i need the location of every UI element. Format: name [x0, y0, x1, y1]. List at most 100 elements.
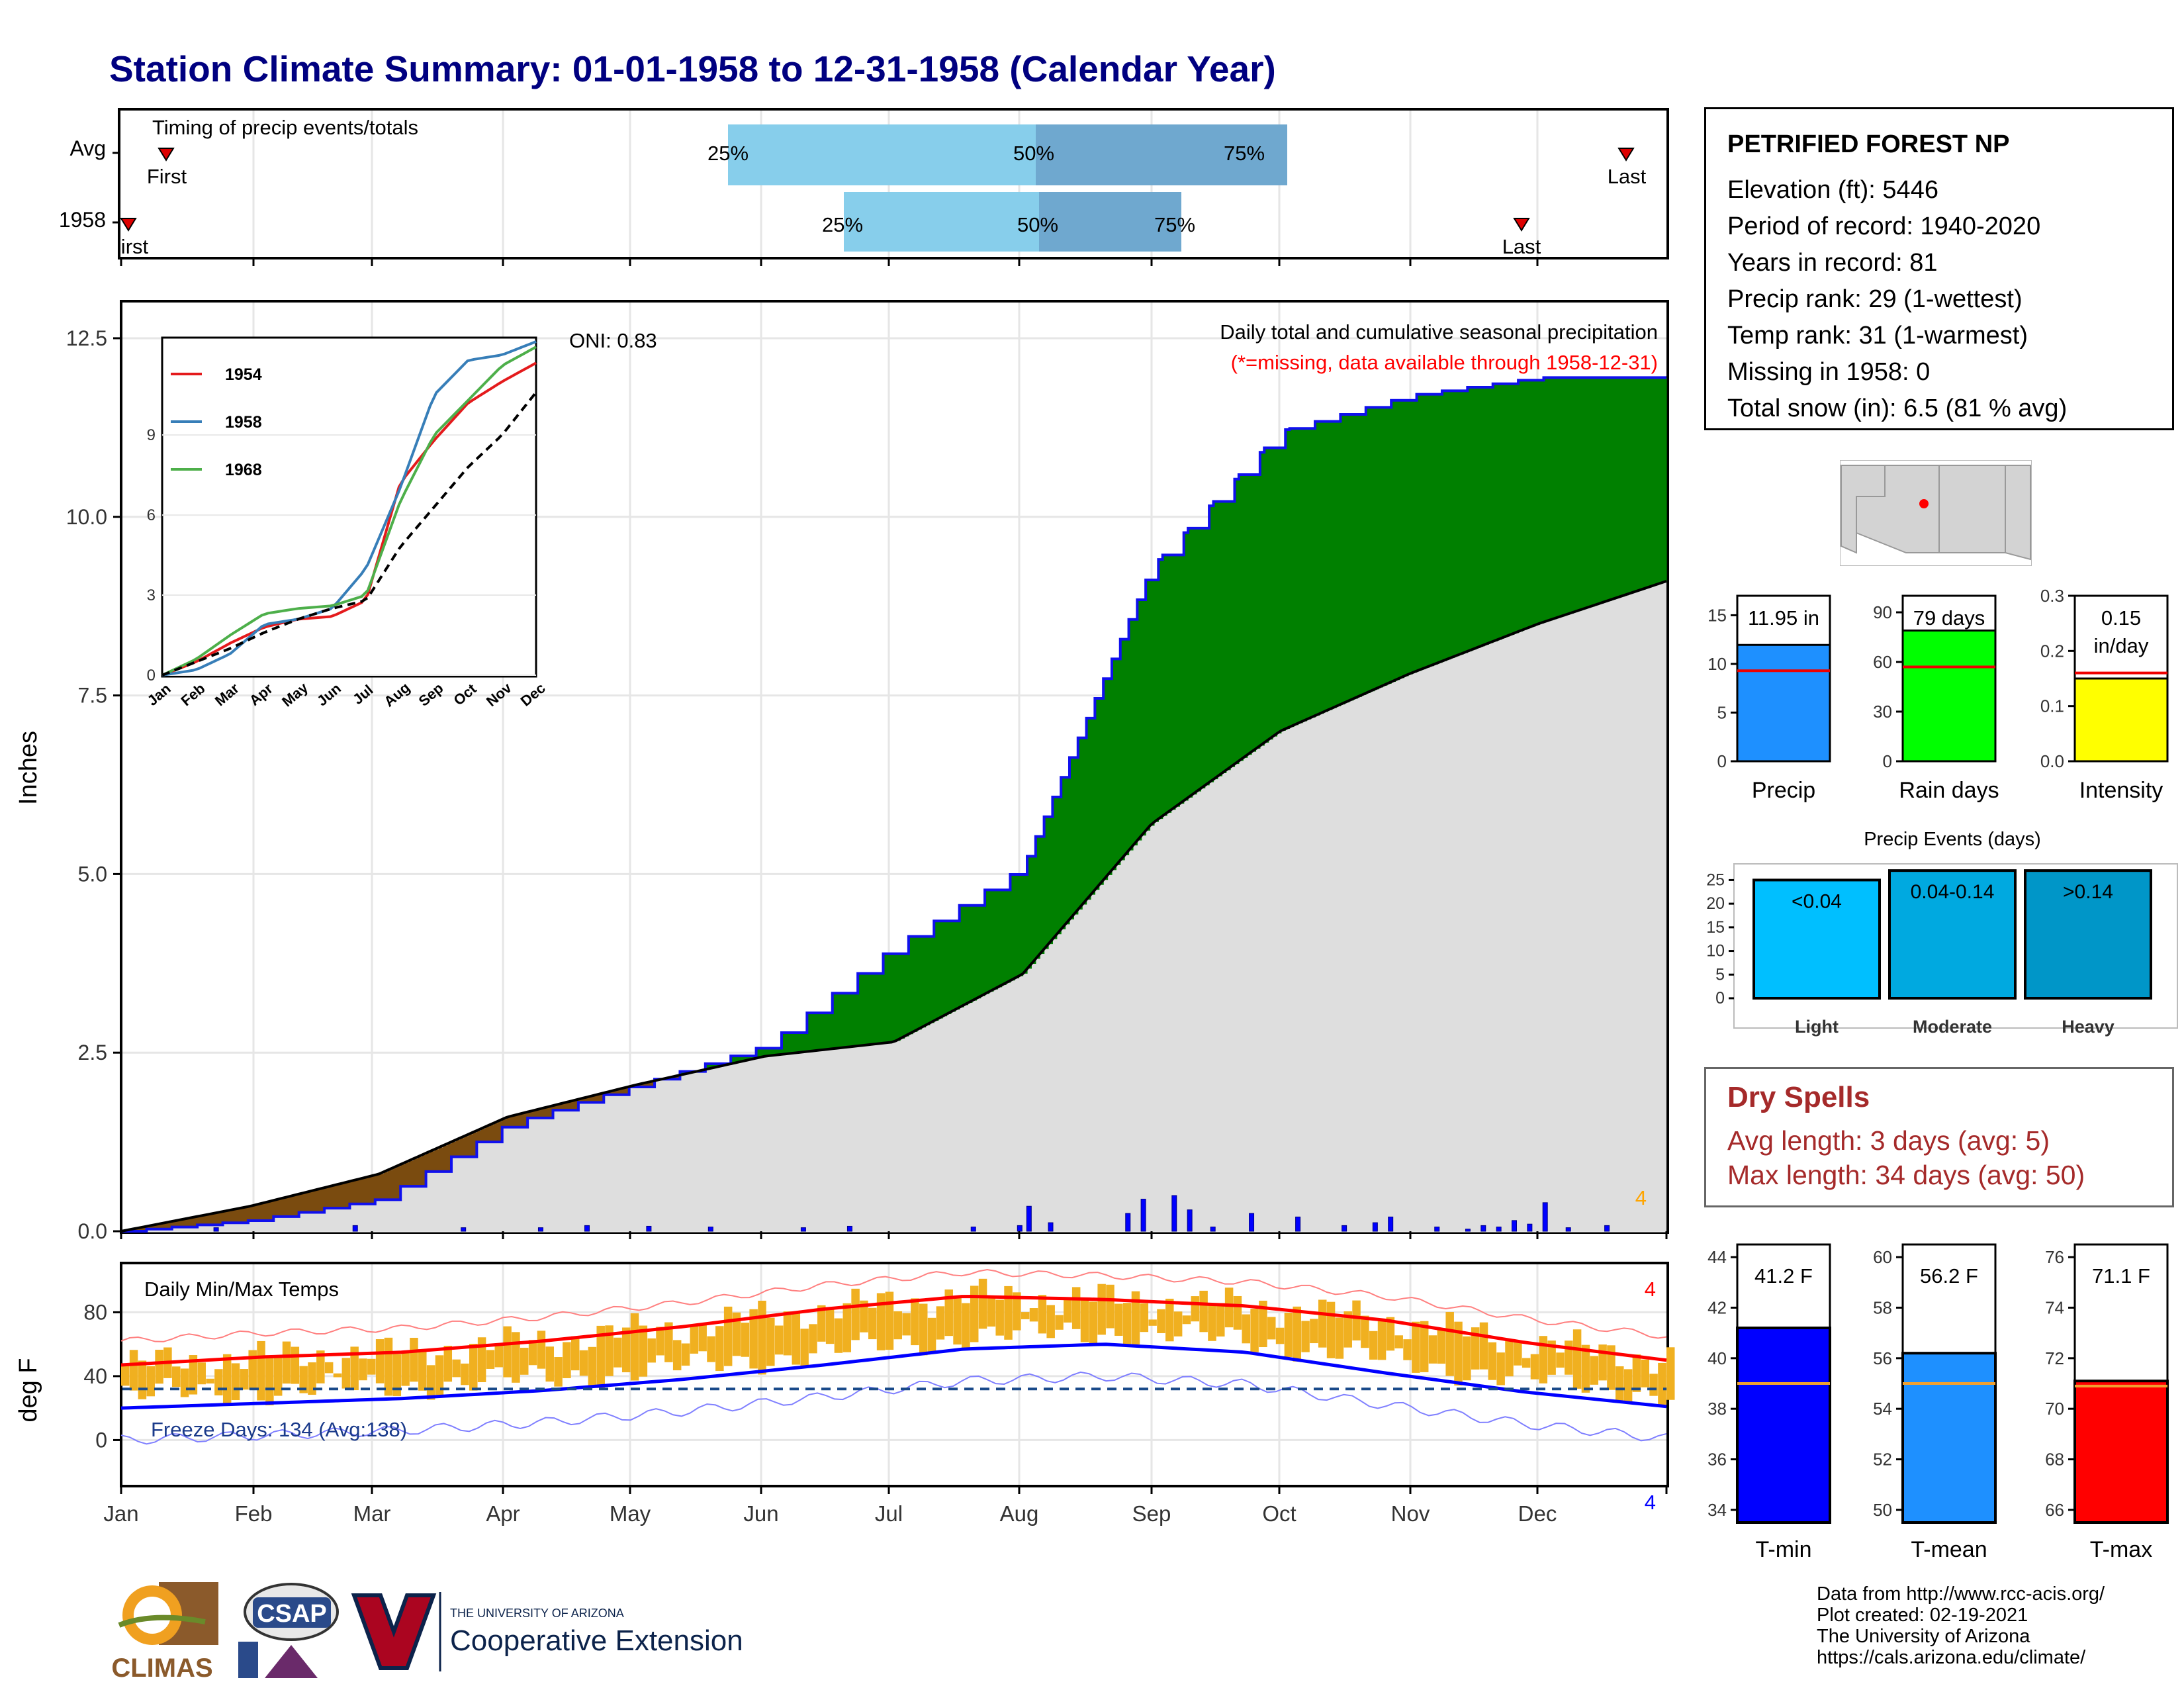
daily-bar — [970, 1227, 976, 1232]
summary-bars: 11.95 in 0 5 10 15 Precip 79 days 0 30 60 90 Rain d… — [1707, 586, 2169, 803]
ua-big-text: Cooperative Extension — [450, 1624, 741, 1657]
temp-ytick-label: 56 — [1873, 1348, 1892, 1368]
temp-ytick-label: 40 — [1707, 1348, 1727, 1368]
temp-category-label: T-mean — [1911, 1537, 1987, 1562]
ua-block-a — [351, 1593, 437, 1670]
temp-day-bar — [308, 1362, 316, 1395]
temp-day-bar — [545, 1346, 554, 1382]
temp-day-bar — [350, 1346, 359, 1391]
temp-day-bar — [316, 1350, 325, 1383]
temp-ytick-label: 34 — [1707, 1500, 1727, 1520]
summary-ytick-label: 0.2 — [2040, 641, 2064, 661]
month-label-Mar: Mar — [353, 1501, 391, 1526]
station-temp-rank: Temp rank: 31 (1-warmest) — [1727, 322, 2028, 350]
temp-day-bar — [384, 1337, 393, 1396]
summary-category-label: Rain days — [1899, 778, 1999, 803]
summary-bar-precip: 11.95 in 0 5 10 15 Precip — [1707, 594, 1831, 803]
temp-day-bar — [579, 1350, 588, 1376]
temp-day-bar — [222, 1354, 232, 1405]
temp-day-bar — [809, 1324, 817, 1354]
temp-panel: 0 40 80 deg F Daily Min/Max Temps Freeze D… — [15, 1262, 1675, 1526]
temp-day-bar — [1259, 1300, 1267, 1348]
daily-bar — [800, 1227, 806, 1232]
month-label-Feb: Feb — [235, 1501, 273, 1526]
temp-day-bar — [503, 1326, 512, 1378]
temp-ytick-label: 72 — [2045, 1348, 2064, 1368]
temp-day-bar — [1412, 1321, 1420, 1373]
temp-day-bar — [1496, 1352, 1505, 1385]
temp-category-label: T-min — [1756, 1537, 1812, 1562]
temp-day-bar — [1326, 1301, 1336, 1358]
temp-day-bar — [1572, 1329, 1582, 1389]
temp-day-bar — [978, 1278, 987, 1329]
daily-bar — [1480, 1225, 1486, 1232]
temp-day-bar — [528, 1340, 537, 1366]
daily-bar — [1187, 1209, 1193, 1232]
temp-bar-t-mean: 56.2 F 50 52 54 56 58 60 T-mean — [1873, 1243, 1997, 1562]
daily-bar — [1125, 1213, 1131, 1232]
temp-ytick-label: 50 — [1873, 1500, 1892, 1520]
temp-day-bar — [664, 1322, 673, 1362]
events-ytick-label: 5 — [1715, 965, 1725, 984]
timing-ticks — [113, 152, 1539, 266]
temp-bar-t-min: 41.2 F 34 36 38 40 42 44 T-min — [1707, 1243, 1831, 1562]
temp-day-bar — [630, 1313, 639, 1381]
csap-logo: CSAP — [238, 1583, 339, 1678]
yr-p25: 25% — [822, 213, 863, 236]
temp-day-bar — [656, 1327, 664, 1356]
avg-box-upper — [1036, 124, 1287, 185]
temp-day-bar — [1479, 1322, 1488, 1370]
inset-line-avg — [161, 391, 537, 677]
month-label-Aug: Aug — [1000, 1501, 1039, 1526]
temp-value-label: 56.2 F — [1920, 1264, 1978, 1288]
daily-bar — [1026, 1205, 1032, 1232]
dry-spells-title: Dry Spells — [1727, 1081, 1870, 1113]
temp-ytick-label: 70 — [2045, 1399, 2064, 1419]
temp-day-bar — [469, 1344, 478, 1391]
events-title: Precip Events (days) — [1864, 829, 2041, 850]
temp-day-bar — [367, 1358, 376, 1375]
temp-day-bar — [614, 1337, 622, 1368]
event-bar-moderate — [1888, 869, 2017, 1000]
summary-value-label: 79 days — [1913, 606, 1985, 630]
daily-bar — [213, 1227, 219, 1232]
yr-box-lower — [844, 192, 1039, 252]
station-location-dot — [1919, 499, 1929, 508]
temp-day-bar — [1590, 1356, 1599, 1385]
record-max-line — [120, 1269, 1667, 1342]
temp-day-bar — [639, 1325, 648, 1377]
temp-day-bar — [672, 1340, 682, 1371]
temp-day-bar — [1097, 1284, 1106, 1335]
avg-max-line — [120, 1294, 1667, 1367]
temp-day-bar — [970, 1286, 979, 1342]
temp-ytick-label: 52 — [1873, 1450, 1892, 1470]
event-range-label: >0.14 — [2063, 881, 2113, 903]
temp-day-bar — [1318, 1299, 1327, 1348]
temp-day-bar — [520, 1348, 529, 1375]
climas-sun-inner — [134, 1597, 171, 1634]
temp-day-bar — [299, 1366, 308, 1393]
footer-credits: Data from http://www.rcc-acis.org/ Plot … — [1817, 1583, 2105, 1668]
month-label-Dec: Dec — [1518, 1501, 1557, 1526]
inset-legend-label-1958: 1958 — [225, 413, 262, 432]
temp-day-bar — [257, 1340, 265, 1401]
temp-day-bar — [1250, 1309, 1259, 1352]
daily-bar — [1342, 1225, 1347, 1232]
temp-ytick-label-0: 0 — [95, 1428, 107, 1452]
inset-ytick-label-1: 3 — [147, 586, 156, 604]
temp-day-bar — [392, 1354, 402, 1396]
daily-precip-bars — [213, 1195, 1610, 1232]
temp-day-bar — [1233, 1295, 1242, 1330]
events-bars: 0 5 10 15 20 25 <0.04 Light 0.04-0.14 Moderate >0.… — [1706, 869, 2152, 1037]
temp-day-bar — [944, 1289, 953, 1336]
avg-last-label: Last — [1608, 165, 1647, 188]
csap-bars — [238, 1642, 258, 1678]
yr-first-marker — [120, 218, 137, 232]
inset-ytick-label-2: 6 — [147, 506, 156, 524]
summary-ytick-label: 5 — [1717, 702, 1727, 722]
temp-day-bar — [1080, 1299, 1089, 1342]
temp-day-bar — [265, 1355, 274, 1406]
temp-day-bar — [1335, 1317, 1344, 1359]
temp-day-bar — [1131, 1291, 1140, 1345]
summary-value-label: 0.15 — [2101, 606, 2141, 630]
